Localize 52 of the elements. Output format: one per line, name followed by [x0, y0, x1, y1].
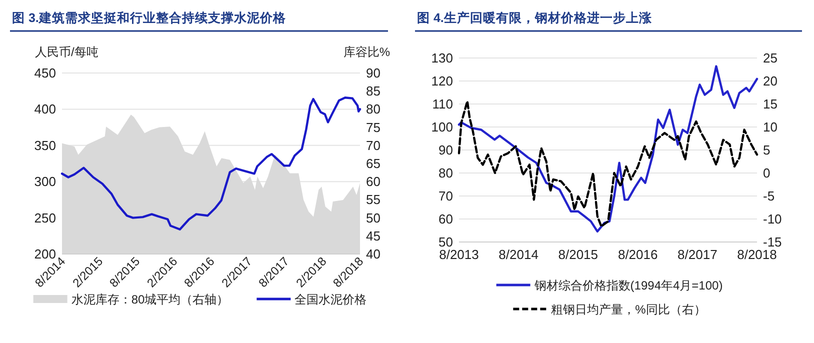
y-axis-title: 人民币/每吨 — [35, 45, 98, 59]
y2-tick-label: 80 — [366, 102, 380, 117]
line-series — [458, 65, 758, 233]
y2-tick-label: 65 — [366, 156, 380, 171]
x-tick-label: 8/2018 — [737, 247, 777, 262]
x-tick-label: 8/2013 — [439, 247, 479, 262]
y-tick-label: 110 — [432, 96, 453, 112]
y-tick-label: 350 — [34, 138, 56, 153]
y2-tick-label: 85 — [366, 84, 380, 99]
y2-tick-label: 20 — [763, 74, 778, 88]
legend-label: 全国水泥价格 — [294, 292, 367, 306]
legend-label: 钢材综合价格指数(1994年4月=100) — [533, 278, 723, 292]
y-tick-label: 80 — [438, 166, 453, 180]
y2-tick-label: 60 — [366, 174, 380, 190]
y2-tick-label: 15 — [763, 96, 778, 112]
legend-label: 粗钢日均产量，%同比（右） — [551, 302, 706, 316]
y-tick-label: 90 — [438, 142, 453, 158]
line-series — [60, 96, 362, 230]
y-tick-label: 70 — [438, 188, 453, 204]
x-tick-label: 8/2015 — [558, 247, 598, 262]
legend-label: 水泥库存：80城平均（右轴） — [71, 292, 229, 306]
y-tick-label: 450 — [34, 66, 56, 80]
y-tick-label: 50 — [438, 234, 453, 250]
chart-title: 图 3.建筑需求坚挺和行业整合持续支撑水泥价格 — [12, 10, 287, 25]
y-tick-label: 250 — [34, 210, 56, 226]
y2-tick-label: 70 — [366, 138, 380, 153]
y-tick-label: 400 — [34, 102, 56, 117]
y2-tick-label: 5 — [763, 142, 770, 158]
x-tick-label: 8/2017 — [678, 247, 718, 262]
y2-tick-label: 90 — [366, 66, 380, 80]
y2-tick-label: 75 — [366, 120, 380, 135]
y-tick-label: 100 — [431, 120, 453, 134]
line-series — [458, 100, 758, 228]
y-tick-label: 300 — [34, 174, 56, 190]
y2-tick-label: 40 — [366, 246, 380, 262]
y2-tick-label: 0 — [763, 166, 770, 180]
chart-title: 图 4.生产回暖有限，钢材价格进一步上涨 — [417, 10, 653, 25]
x-tick-label: 8/2014 — [498, 247, 538, 262]
y2-axis-title: 库容比% — [343, 45, 390, 59]
y2-tick-label: 55 — [366, 192, 380, 208]
x-tick-label: 8/2016 — [618, 247, 658, 262]
y-tick-label: 60 — [438, 212, 453, 226]
y2-tick-label: -5 — [763, 188, 775, 204]
y2-tick-label: -10 — [763, 212, 782, 226]
y2-tick-label: 10 — [763, 120, 778, 134]
y-tick-label: 200 — [34, 246, 56, 262]
y-tick-label: 130 — [431, 50, 453, 66]
y2-tick-label: 45 — [366, 228, 380, 244]
y-tick-label: 120 — [431, 74, 453, 88]
y2-tick-label: 50 — [366, 210, 380, 226]
y2-tick-label: 25 — [763, 50, 778, 66]
y2-tick-label: -15 — [763, 234, 782, 250]
